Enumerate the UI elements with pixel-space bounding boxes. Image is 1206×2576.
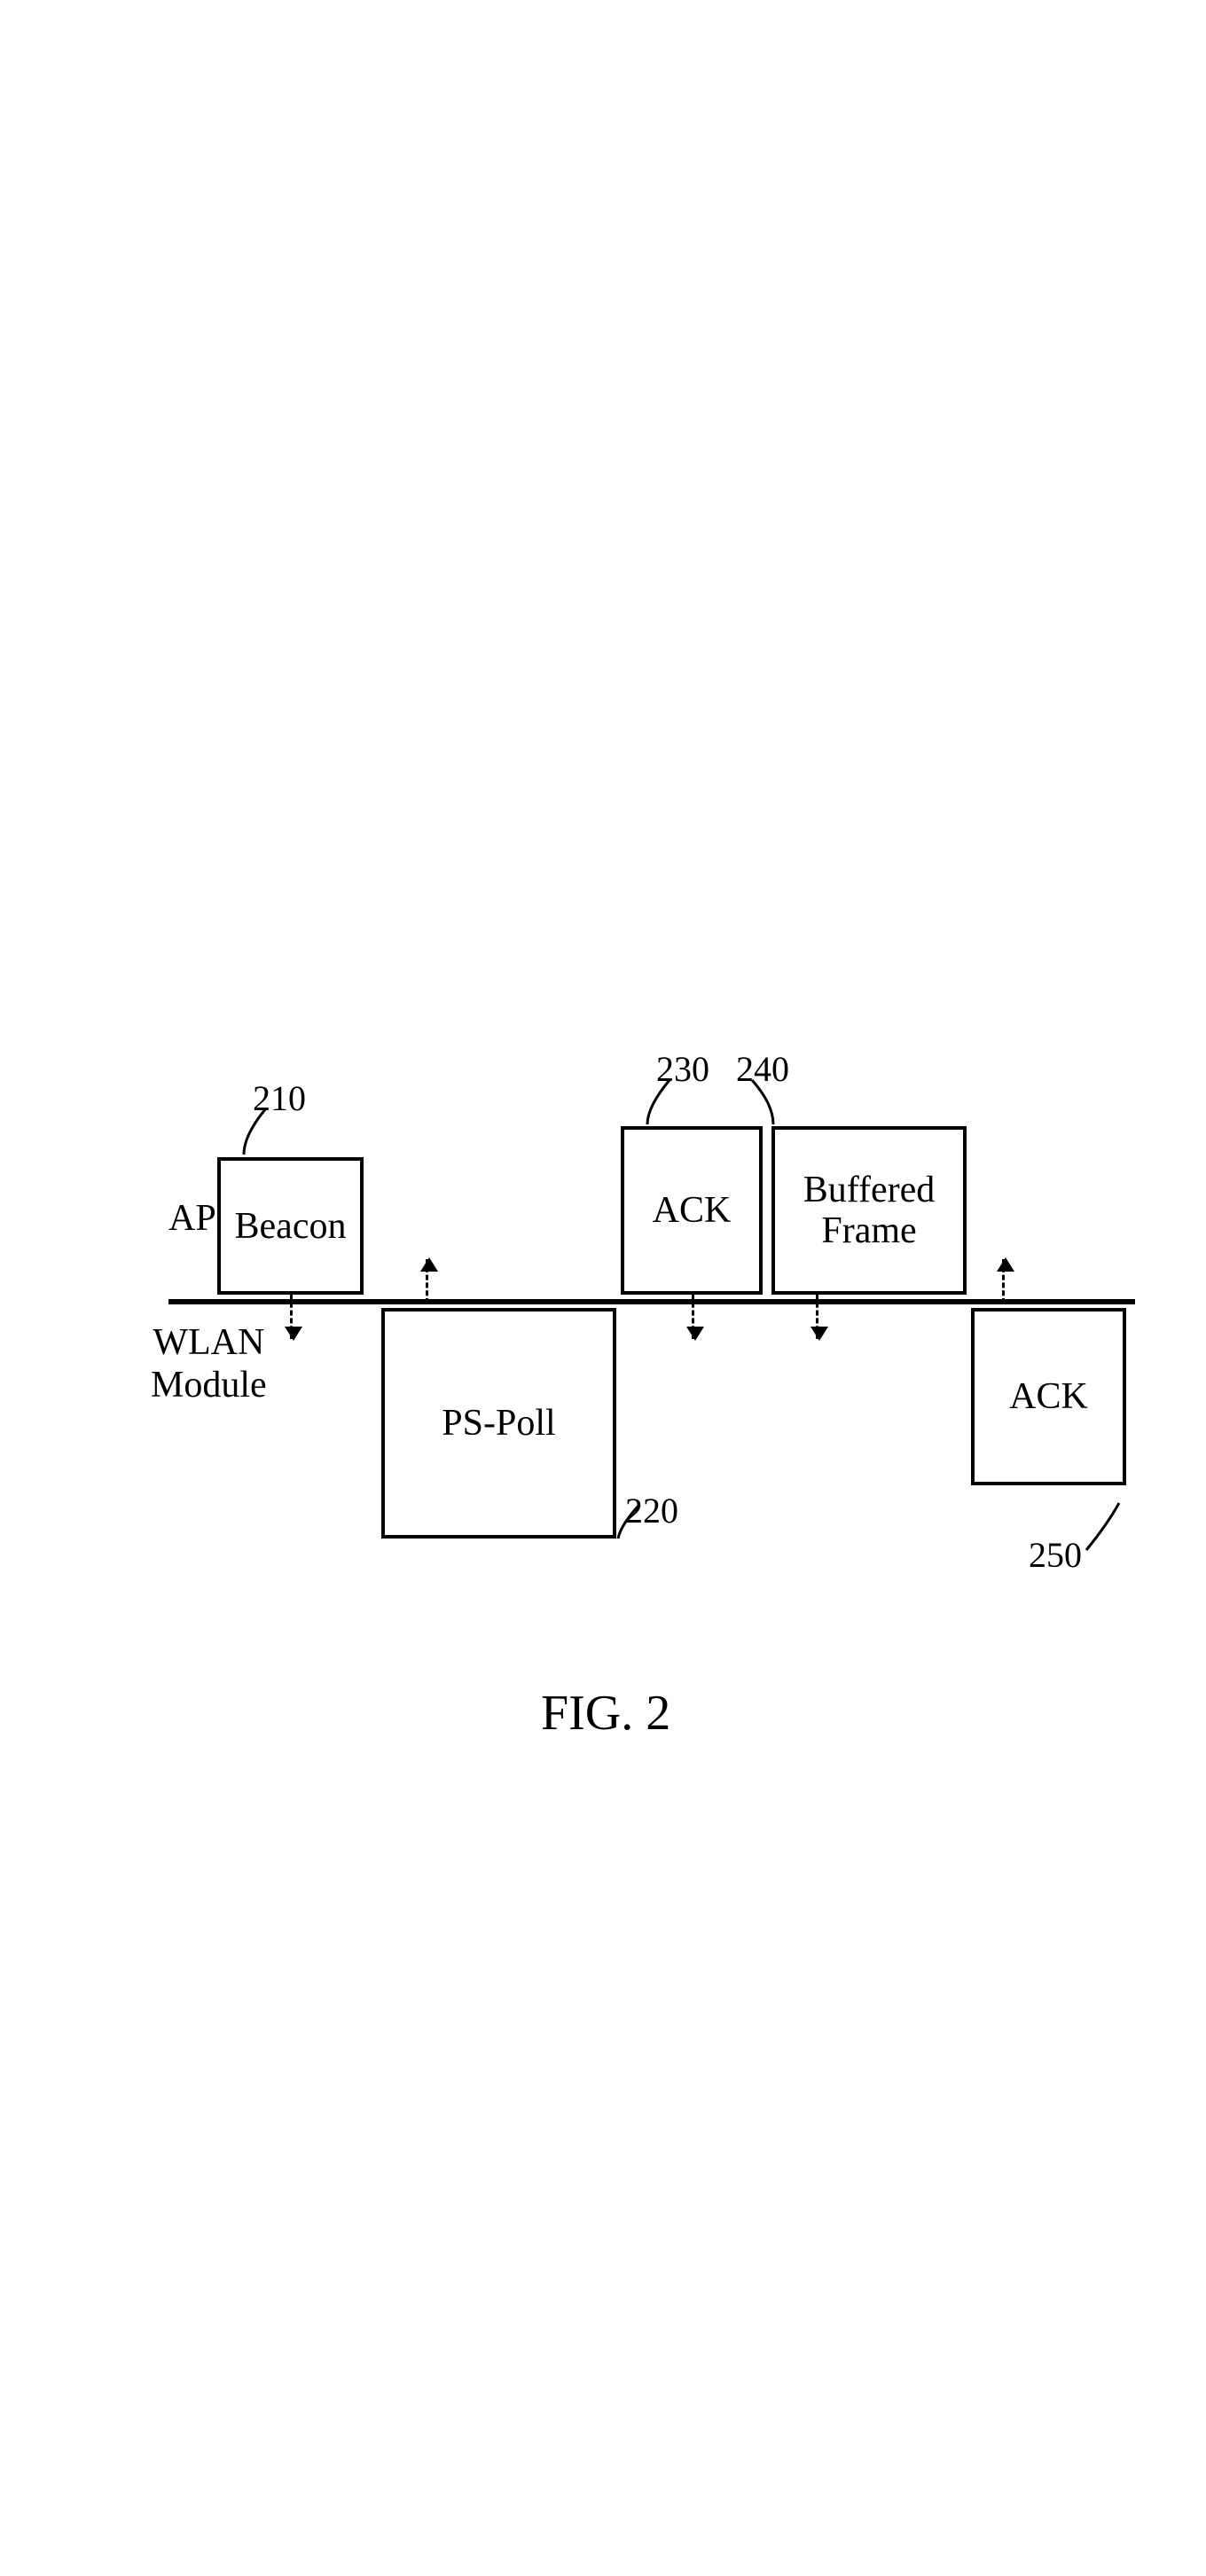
beacon-leader: [0, 0, 1206, 2576]
ack2-ref: 250: [1029, 1534, 1082, 1576]
pspoll-box: PS-Poll: [381, 1308, 616, 1539]
pspoll-arrow: [426, 1259, 428, 1304]
wlan-module-label: WLAN Module: [151, 1321, 267, 1407]
ap-label: AP: [168, 1197, 216, 1240]
ack1-ref: 230: [656, 1048, 709, 1090]
buffered-text2: Frame: [803, 1210, 936, 1251]
beacon-box: Beacon: [217, 1157, 364, 1295]
pspoll-ref: 220: [625, 1490, 678, 1531]
figure-canvas: AP WLAN Module Beacon 210 PS-Poll 220 AC…: [0, 0, 1206, 2576]
buffered-text-wrap: Buffered Frame: [803, 1170, 936, 1251]
ack1-box: ACK: [621, 1126, 763, 1295]
buffered-leader: [0, 0, 1206, 2576]
buffered-ref: 240: [736, 1048, 789, 1090]
buffered-arrow: [816, 1295, 818, 1339]
ack1-arrow: [692, 1295, 694, 1339]
ack2-text: ACK: [1009, 1375, 1088, 1418]
ack1-leader: [0, 0, 1206, 2576]
wlan-label-line2: Module: [151, 1364, 267, 1406]
beacon-ref: 210: [253, 1077, 306, 1119]
wlan-label-line1: WLAN: [151, 1321, 267, 1364]
buffered-text1: Buffered: [803, 1170, 936, 1210]
ack1-text: ACK: [653, 1189, 732, 1232]
buffered-box: Buffered Frame: [771, 1126, 967, 1295]
pspoll-text: PS-Poll: [442, 1402, 555, 1445]
ack2-box: ACK: [971, 1308, 1126, 1485]
timeline: [168, 1299, 1135, 1304]
figure-caption: FIG. 2: [541, 1685, 670, 1742]
ack2-leader: [0, 0, 1206, 2576]
ack2-arrow: [1002, 1259, 1005, 1304]
beacon-arrow: [290, 1295, 293, 1339]
pspoll-leader: [0, 0, 1206, 2576]
beacon-text: Beacon: [235, 1205, 347, 1248]
